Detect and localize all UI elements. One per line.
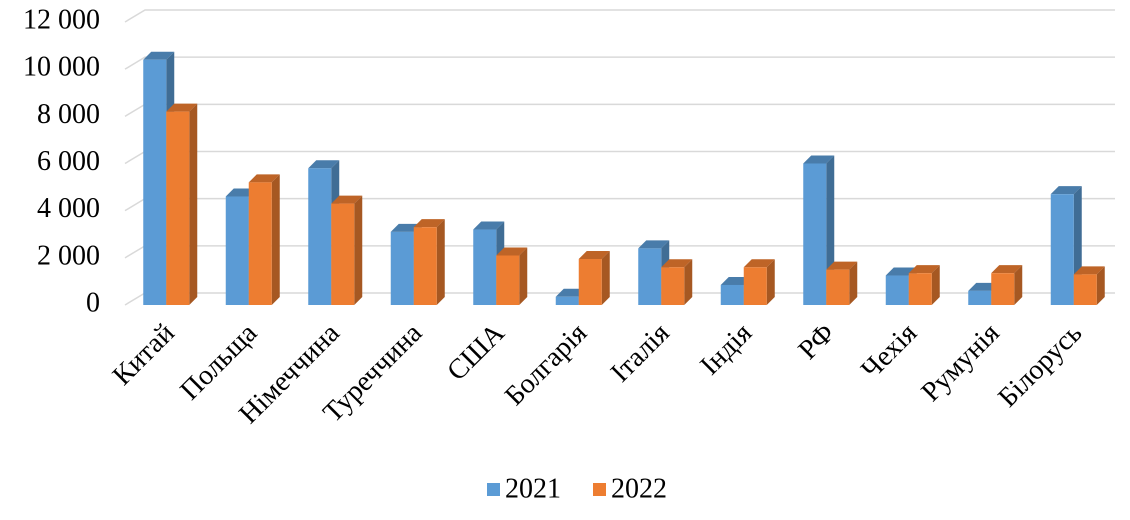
bar-front (248, 182, 272, 305)
bar-side (684, 259, 693, 305)
legend-swatch (593, 483, 606, 496)
x-tick-label: Румунія (916, 317, 1006, 407)
bar (578, 251, 610, 305)
bar-side (766, 259, 775, 305)
bar (331, 195, 363, 305)
bar-top (413, 219, 445, 228)
bar-top (248, 174, 280, 183)
y-tick-label: 4 000 (37, 193, 100, 224)
bar-side (1014, 265, 1023, 305)
bar-top (908, 265, 940, 274)
bar-front (166, 111, 190, 305)
y-tick-label: 12 000 (23, 4, 100, 35)
grid-line (124, 56, 1115, 70)
bar-top (803, 155, 835, 164)
x-tick-label: Індія (694, 317, 758, 381)
bar-front (473, 229, 497, 305)
bar (166, 103, 198, 305)
y-tick-label: 0 (86, 287, 100, 318)
grid-line (124, 103, 1115, 117)
bar-front (331, 203, 355, 305)
bar-top (826, 261, 858, 270)
bar-front (555, 296, 579, 305)
bar-side (519, 247, 528, 305)
x-tick-label: Італія (605, 317, 676, 388)
bar (991, 265, 1023, 305)
bar-top (496, 247, 528, 256)
grid-line (124, 9, 1115, 23)
bar (413, 219, 445, 305)
bar-top (473, 221, 505, 230)
bar-front (908, 273, 932, 305)
bar-side (354, 195, 363, 305)
legend-label: 2021 (505, 473, 561, 504)
bar-front (803, 163, 827, 305)
bar (743, 259, 775, 305)
x-tick-label: Чехія (855, 317, 923, 385)
bar (496, 247, 528, 305)
bar-front (720, 284, 744, 305)
bar (1073, 266, 1105, 305)
bar-top (166, 103, 198, 112)
bar-top (661, 259, 693, 268)
bar-side (436, 219, 445, 305)
bar-side (1096, 266, 1105, 305)
bar (826, 261, 858, 305)
bar-side (849, 261, 858, 305)
y-tick-label: 6 000 (37, 146, 100, 177)
bar-front (578, 259, 602, 305)
bar-front (638, 248, 662, 305)
y-tick-label: 8 000 (37, 99, 100, 130)
bar-front (308, 168, 332, 305)
bar-front (225, 196, 249, 305)
bar-side (271, 174, 280, 305)
bar (661, 259, 693, 305)
bar-front (743, 267, 767, 305)
grid-line (124, 150, 1115, 165)
x-tick-label: РФ (793, 318, 841, 366)
bar-front (143, 59, 167, 305)
bar-front (826, 269, 850, 305)
bar-top (1073, 266, 1105, 275)
bar (248, 174, 280, 305)
bar-front (661, 267, 685, 305)
x-tick-label: Болгарія (499, 317, 593, 411)
bar-top (991, 265, 1023, 274)
bar-front (413, 227, 437, 305)
legend-label: 2022 (611, 473, 667, 504)
y-tick-label: 2 000 (37, 240, 100, 271)
bar-front (991, 273, 1015, 305)
bar-top (308, 160, 340, 169)
bar-top (638, 240, 670, 249)
bar-side (189, 103, 198, 305)
bar-top (1050, 186, 1082, 195)
bar-front (1050, 194, 1074, 305)
x-tick-label: Китай (107, 318, 181, 392)
x-tick-label: США (441, 317, 511, 387)
bar-side (601, 251, 610, 305)
legend-swatch (487, 483, 500, 496)
bar-front (885, 275, 909, 305)
y-tick-label: 10 000 (23, 52, 100, 83)
bar-front (496, 255, 520, 305)
x-tick-label: Білорусь (992, 318, 1088, 414)
bar-top (331, 195, 363, 204)
bar-front (968, 290, 992, 305)
bar-front (390, 231, 414, 305)
bar (908, 265, 940, 305)
bar-top (143, 51, 175, 60)
bar-front (1073, 274, 1097, 305)
bar (473, 221, 505, 305)
bar-side (931, 265, 940, 305)
bar-top (578, 251, 610, 260)
bar-top (743, 259, 775, 268)
